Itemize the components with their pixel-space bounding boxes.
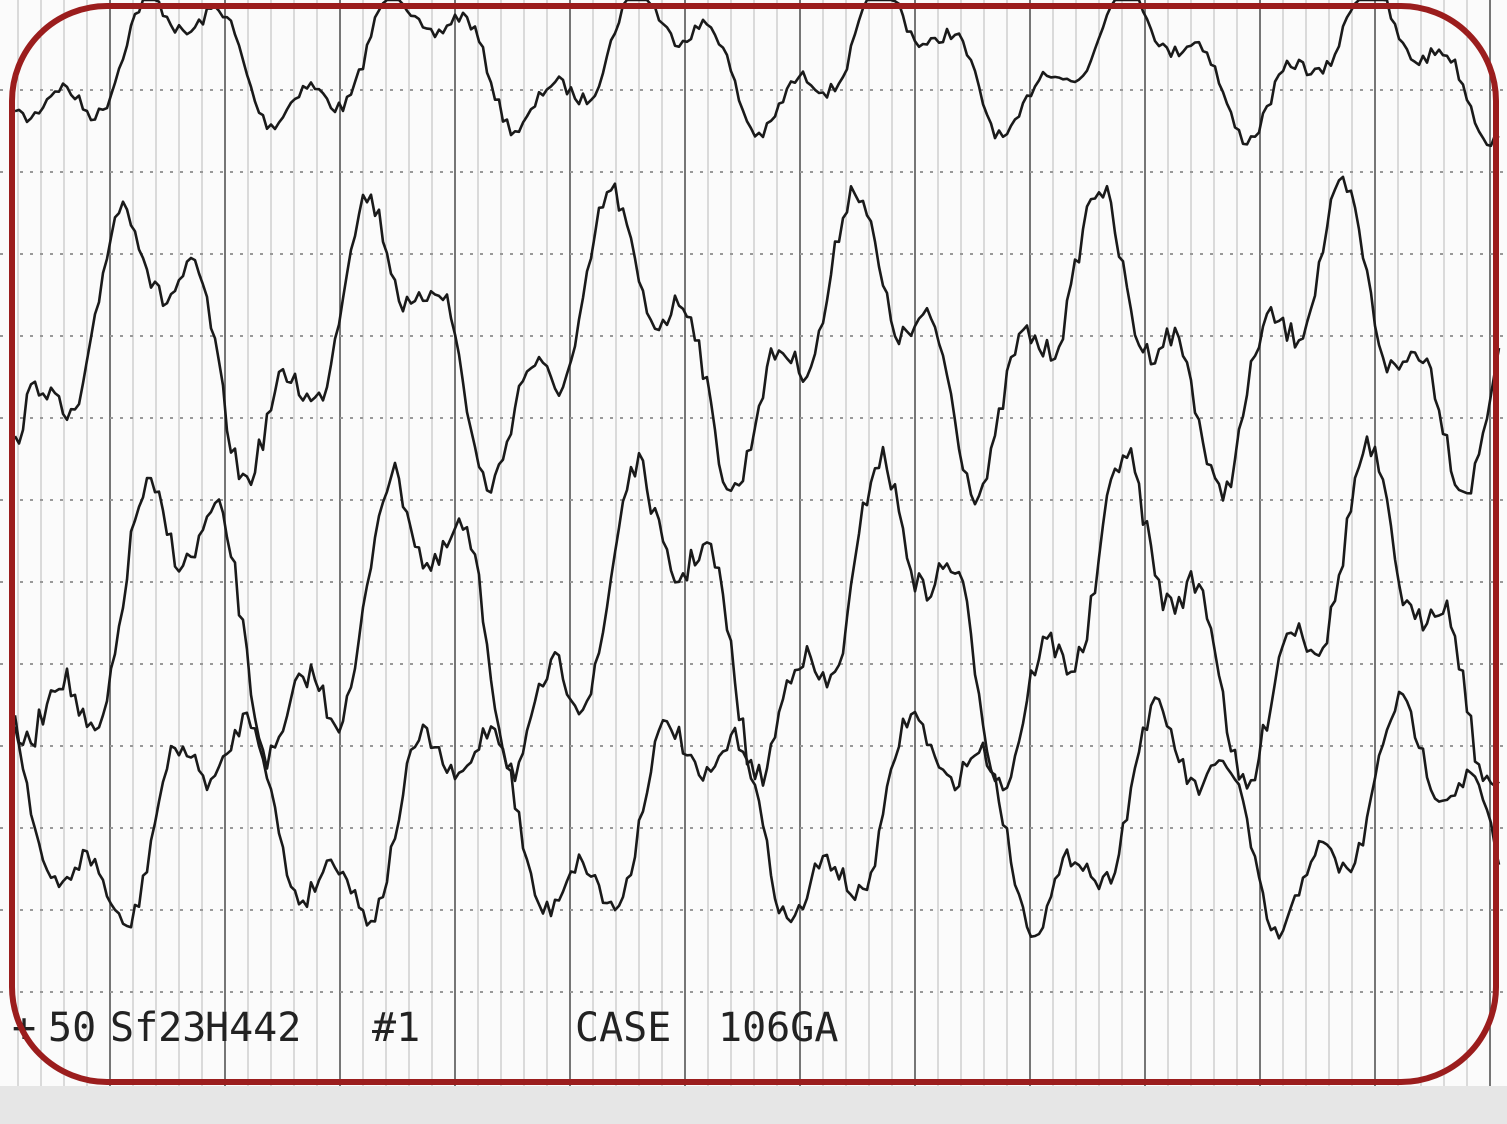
label: H442 xyxy=(205,1005,301,1051)
label: CASE xyxy=(575,1005,671,1051)
eeg-trace xyxy=(13,435,1500,792)
bottom-strip xyxy=(0,1086,1507,1124)
eeg-traces xyxy=(13,0,1501,940)
label: 106GA xyxy=(718,1005,838,1051)
highlight-frame xyxy=(9,3,1499,1085)
label: Sf23 xyxy=(110,1005,206,1051)
eeg-trace xyxy=(13,175,1501,506)
eeg-trace xyxy=(14,0,1500,148)
label: #1 xyxy=(372,1005,420,1051)
label: 50 xyxy=(48,1005,96,1051)
eeg-trace xyxy=(13,690,1501,940)
paper-grid xyxy=(0,0,1507,1090)
